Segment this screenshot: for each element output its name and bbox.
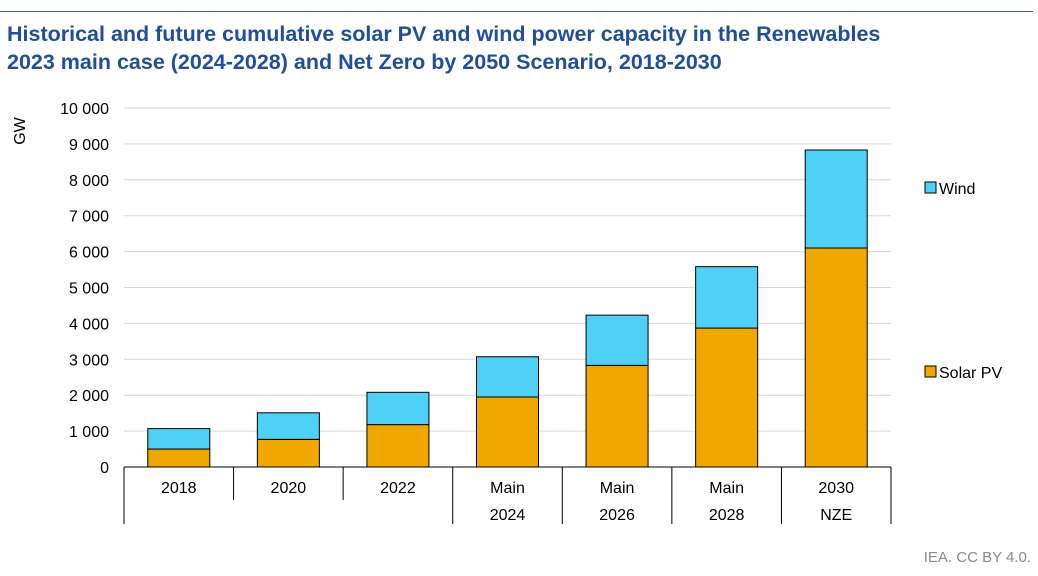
x-tick-label: Main [709, 480, 744, 497]
bar-segment-wind [366, 391, 430, 426]
x-tick-label: 2030 [818, 480, 854, 497]
y-tick-label: 0 [100, 460, 109, 477]
bar-segment-solar-pv [256, 438, 320, 468]
top-rule [0, 11, 1033, 12]
x-tick-label: 2028 [709, 507, 745, 524]
x-tick-label: NZE [820, 507, 852, 524]
legend-swatch-wind [924, 181, 937, 194]
chart-title-line-1: Historical and future cumulative solar P… [7, 22, 881, 46]
y-tick-label: 3 000 [69, 352, 109, 369]
bar-segment-wind [476, 356, 539, 398]
bar-segment-solar-pv [585, 364, 649, 468]
legend-label-wind: Wind [939, 181, 975, 198]
x-tick-label: 2026 [599, 507, 635, 524]
bar-segment-wind [585, 314, 649, 366]
x-tick-label: 2020 [271, 480, 307, 497]
chart-title-line-2: 2023 main case (2024-2028) and Net Zero … [7, 50, 722, 74]
y-tick-label: 5 000 [69, 281, 109, 298]
y-tick-label: 1 000 [69, 424, 109, 441]
y-tick-label: 8 000 [69, 173, 109, 190]
legend-swatch-solar-pv [924, 365, 937, 378]
bar-segment-solar-pv [804, 247, 868, 468]
x-tick-label: Main [600, 480, 635, 497]
bar-segment-wind [256, 412, 320, 440]
x-tick-label: 2022 [380, 480, 416, 497]
y-tick-label: 4 000 [69, 316, 109, 333]
y-tick-label: 10 000 [60, 101, 109, 118]
bar-segment-solar-pv [695, 327, 759, 468]
x-tick-label: 2024 [490, 507, 526, 524]
chart-title: Historical and future cumulative solar P… [7, 20, 1027, 76]
bar-segment-solar-pv [366, 424, 430, 468]
x-tick-label: Main [490, 480, 525, 497]
bar-segment-solar-pv [476, 396, 539, 468]
bar-segment-wind [695, 266, 759, 329]
x-tick-label: 2018 [161, 480, 197, 497]
y-axis-label: GW [12, 116, 29, 144]
source-credit: IEA. CC BY 4.0. [923, 549, 1031, 566]
y-tick-label: 7 000 [69, 209, 109, 226]
bar-segment-wind [147, 428, 211, 450]
y-tick-label: 9 000 [69, 137, 109, 154]
bar-segment-wind [804, 149, 868, 249]
legend-label-solar-pv: Solar PV [939, 365, 1002, 382]
bar-segment-solar-pv [147, 448, 211, 468]
y-tick-label: 2 000 [69, 388, 109, 405]
y-tick-label: 6 000 [69, 245, 109, 262]
